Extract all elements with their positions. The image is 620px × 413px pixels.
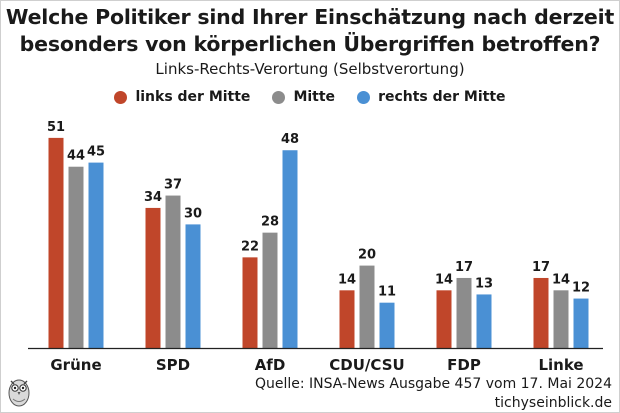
data-label: 37 bbox=[164, 178, 182, 193]
bar-cdu-csu-series-0 bbox=[339, 290, 355, 348]
owl-logo-icon bbox=[8, 379, 30, 407]
category-label: AfD bbox=[255, 356, 286, 374]
bar-gr-ne-series-1 bbox=[68, 166, 84, 348]
data-label: 22 bbox=[241, 239, 259, 254]
data-label: 28 bbox=[261, 215, 279, 230]
legend-item-mitte: Mitte bbox=[272, 89, 335, 105]
chart-subtitle: Links-Rechts-Verortung (Selbstverortung) bbox=[155, 60, 465, 78]
legend-swatch-rechts bbox=[357, 90, 371, 104]
legend-swatch-mitte bbox=[272, 90, 286, 104]
legend-label-mitte: Mitte bbox=[293, 89, 336, 105]
category-label: FDP bbox=[447, 356, 481, 374]
data-label: 45 bbox=[87, 145, 105, 160]
legend-item-rechts: rechts der Mitte bbox=[357, 89, 506, 105]
bar-afd-series-2 bbox=[282, 150, 298, 348]
category-label: Grüne bbox=[50, 356, 101, 374]
bar-afd-series-0 bbox=[242, 257, 258, 348]
bar-spd-series-0 bbox=[145, 207, 161, 348]
data-label: 11 bbox=[378, 285, 396, 300]
data-label: 14 bbox=[552, 272, 570, 287]
bar-gr-ne-series-2 bbox=[88, 162, 104, 348]
legend-label-rechts: rechts der Mitte bbox=[378, 89, 506, 105]
bar-linke-series-2 bbox=[573, 298, 589, 348]
data-label: 17 bbox=[532, 260, 550, 275]
data-label: 20 bbox=[358, 248, 376, 263]
footer: Quelle: INSA-News Ausgabe 457 vom 17. Ma… bbox=[255, 375, 612, 413]
bar-spd-series-2 bbox=[185, 224, 201, 348]
category-label: SPD bbox=[156, 356, 190, 374]
title-line-1: Welche Politiker sind Ihrer Einschätzung… bbox=[5, 5, 615, 29]
data-label: 14 bbox=[338, 272, 356, 287]
bar-fdp-series-0 bbox=[436, 290, 452, 348]
bar-fdp-series-2 bbox=[476, 294, 492, 348]
bar-cdu-csu-series-2 bbox=[379, 302, 395, 348]
category-label: Linke bbox=[538, 356, 583, 374]
bar-cdu-csu-series-1 bbox=[359, 265, 375, 348]
chart-legend: links der Mitte Mitte rechts der Mitte bbox=[0, 89, 620, 105]
bar-linke-series-1 bbox=[553, 290, 569, 348]
chart-title: Welche Politiker sind Ihrer Einschätzung… bbox=[0, 4, 620, 58]
site-text: tichyseinblick.de bbox=[494, 395, 612, 411]
legend-swatch-links bbox=[114, 90, 128, 104]
data-label: 48 bbox=[281, 132, 299, 147]
title-line-2: besonders von körperlichen Übergriffen b… bbox=[19, 32, 601, 56]
data-label: 13 bbox=[475, 276, 493, 291]
data-label: 51 bbox=[47, 120, 65, 135]
legend-label-links: links der Mitte bbox=[135, 89, 251, 105]
source-text: Quelle: INSA-News Ausgabe 457 vom 17. Ma… bbox=[254, 376, 612, 392]
data-label: 30 bbox=[184, 206, 202, 221]
data-label: 14 bbox=[435, 272, 453, 287]
bar-afd-series-1 bbox=[262, 232, 278, 348]
category-label: CDU/CSU bbox=[329, 356, 404, 374]
legend-item-links: links der Mitte bbox=[114, 89, 250, 105]
data-label: 17 bbox=[455, 260, 473, 275]
bar-linke-series-0 bbox=[533, 277, 549, 348]
data-label: 44 bbox=[67, 149, 85, 164]
data-label: 34 bbox=[144, 190, 162, 205]
data-label: 12 bbox=[572, 281, 590, 296]
bar-fdp-series-1 bbox=[456, 277, 472, 348]
bar-gr-ne-series-0 bbox=[48, 137, 64, 348]
bar-spd-series-1 bbox=[165, 195, 181, 348]
